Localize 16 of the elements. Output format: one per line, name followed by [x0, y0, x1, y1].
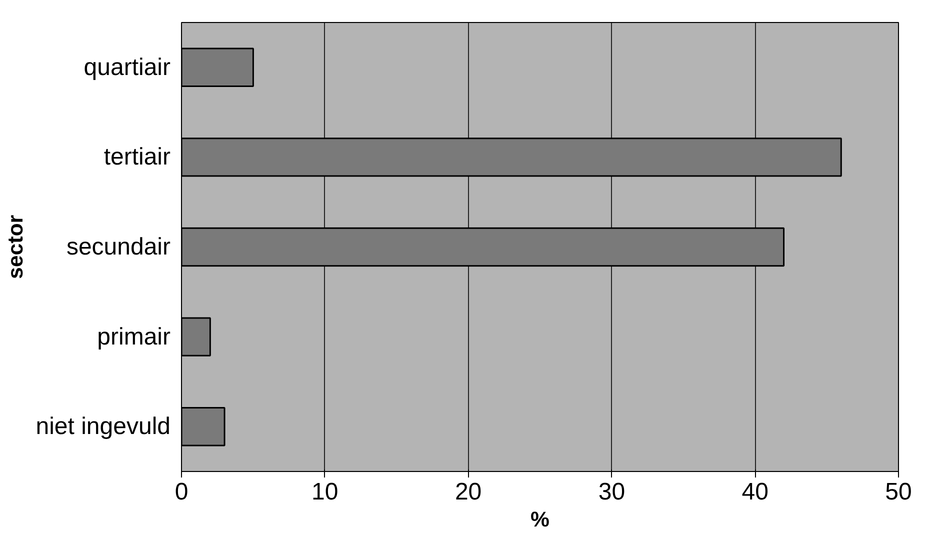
y-tick-label: primair [97, 323, 171, 350]
x-tick-label: 50 [885, 478, 912, 506]
bar [182, 406, 226, 446]
bar [182, 317, 211, 356]
y-tick-label: niet ingevuld [36, 413, 170, 440]
x-tick-label: 40 [742, 478, 768, 506]
y-tick-label: tertiair [104, 144, 171, 171]
y-tick-label: secundair [66, 234, 171, 260]
y-tick-label: quartiair [84, 54, 171, 81]
y-axis-title: sector [4, 214, 28, 280]
x-tick-label: 20 [454, 478, 482, 506]
x-tick-label: 30 [598, 478, 626, 506]
bar [182, 48, 254, 88]
x-axis-title: % [530, 508, 550, 532]
x-tick-label: 10 [312, 478, 338, 506]
x-tick-label: 0 [174, 478, 188, 506]
